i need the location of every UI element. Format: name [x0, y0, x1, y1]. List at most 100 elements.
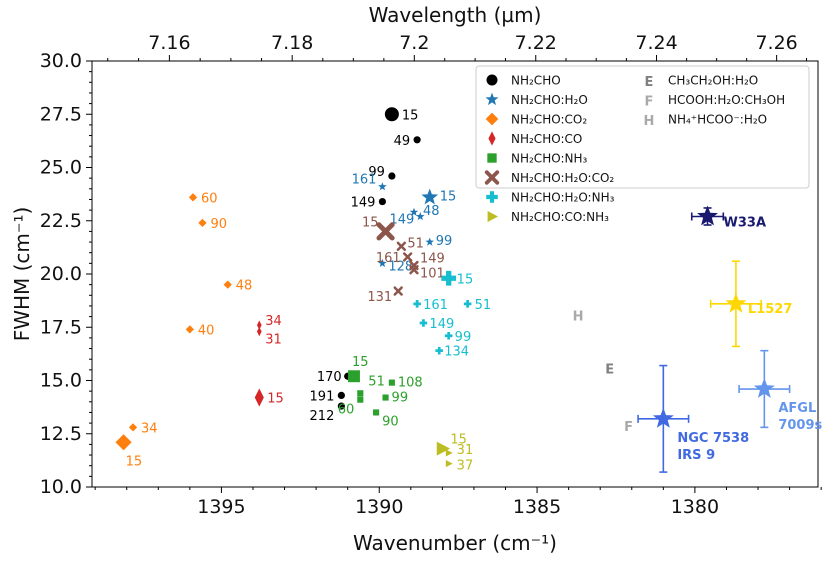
- point-label: 149: [429, 317, 454, 332]
- point-label: 15: [352, 355, 369, 370]
- data-point: [188, 193, 198, 202]
- data-point: [396, 241, 407, 251]
- y-tick-label: 27.5: [40, 103, 82, 125]
- data-point: [388, 379, 395, 386]
- point-label: 15: [402, 108, 419, 123]
- point-label: 15: [440, 189, 457, 204]
- observation-0: W33A: [690, 205, 767, 230]
- series-3: 34 31 15: [254, 314, 284, 407]
- x-tick-label: 1395: [197, 496, 245, 518]
- data-point: [348, 370, 360, 383]
- point-label: 161: [423, 298, 448, 313]
- data-point: [382, 394, 389, 401]
- data-point: [388, 172, 396, 180]
- observation-2: NGC 7538 IRS 9: [637, 364, 749, 473]
- data-point: [378, 258, 387, 267]
- data-point-stroke: [409, 265, 419, 275]
- point-label: 34: [265, 314, 282, 329]
- point-label: 134: [444, 345, 469, 360]
- legend-item: E CH₃CH₂OH:H₂O: [645, 74, 759, 91]
- data-point: [256, 320, 262, 330]
- y-tick-label: 20.0: [40, 263, 82, 285]
- point-label: 48: [423, 204, 440, 219]
- data-point: [441, 270, 457, 286]
- x-tick-label: 1380: [671, 496, 719, 518]
- observation-label: NGC 7538 IRS 9: [677, 431, 749, 463]
- observation-label: W33A: [724, 215, 767, 230]
- data-point: [416, 212, 425, 221]
- data-point: [373, 409, 380, 416]
- data-point: [445, 459, 453, 468]
- legend-item: NH₂CHO:CO:NH₃: [487, 210, 609, 224]
- legend-label: NH₄⁺HCOO⁻:H₂O: [668, 113, 767, 127]
- series-0: 15 49 99 149 170 191 212: [310, 107, 421, 424]
- data-point: [198, 218, 207, 228]
- point-label: 34: [141, 421, 158, 436]
- data-point: [444, 331, 453, 340]
- data-point: [413, 300, 421, 308]
- observation-star: [652, 407, 674, 428]
- data-point-stroke: [402, 252, 413, 262]
- top-tick-label: 7.22: [515, 32, 557, 54]
- point-label: 191: [310, 389, 335, 404]
- legend-label: NH₂CHO:CO₂: [511, 113, 587, 127]
- point-label: 131: [367, 290, 392, 305]
- point-label: 15: [362, 215, 379, 230]
- legend-marker-stroke: [484, 170, 500, 185]
- data-point-stroke: [376, 222, 395, 241]
- data-point: [357, 390, 364, 397]
- data-point: [337, 402, 345, 410]
- point-label: 51: [475, 298, 492, 313]
- point-label: 90: [210, 217, 227, 232]
- data-point: [402, 252, 413, 262]
- observation-label-line: 7009s: [778, 418, 822, 433]
- point-label: 60: [338, 403, 355, 418]
- legend-item: H NH₄⁺HCOO⁻:H₂O: [644, 113, 768, 130]
- point-label: 99: [392, 391, 409, 406]
- legend-item: F HCOOH:H₂O:CH₃OH: [645, 93, 786, 110]
- data-point: [256, 326, 262, 337]
- legend-label: CH₃CH₂OH:H₂O: [668, 74, 758, 88]
- observation-1: L1527: [709, 260, 792, 348]
- observation-label-line: IRS 9: [677, 448, 715, 463]
- data-point: [413, 136, 421, 144]
- legend-item: NH₂CHO:NH₃: [487, 152, 587, 166]
- point-label: 15: [126, 454, 143, 469]
- point-label: 161: [376, 251, 401, 266]
- legend-letter-marker: H: [644, 114, 655, 129]
- legend-marker: [486, 191, 498, 203]
- x-axis-title: Wavenumber (cm⁻¹): [353, 531, 557, 555]
- top-tick-label: 7.2: [399, 32, 429, 54]
- legend-label: HCOOH:H₂O:CH₃OH: [668, 93, 785, 107]
- legend-marker: [488, 131, 496, 146]
- x-tick-label: 1385: [513, 496, 561, 518]
- observation-label: AFGL 7009s: [778, 401, 822, 433]
- letter-marker: F: [624, 420, 633, 435]
- observation-label-line: L1527: [748, 302, 792, 317]
- y-tick-label: 17.5: [40, 316, 82, 338]
- point-label: 15: [267, 392, 284, 407]
- legend-item: NH₂CHO: [486, 74, 561, 88]
- y-tick-label: 22.5: [40, 210, 82, 232]
- data-point: [378, 182, 387, 191]
- data-point: [425, 237, 434, 246]
- observation-3: AFGL 7009s: [738, 349, 823, 433]
- top-tick-label: 7.18: [271, 32, 313, 54]
- point-label: 40: [198, 323, 215, 338]
- series-2: 60 90 48 40 34 15: [115, 191, 252, 469]
- legend-letter-marker: F: [645, 95, 654, 110]
- point-label: 99: [368, 165, 385, 180]
- point-label: 31: [457, 443, 474, 458]
- legend-marker: [487, 211, 499, 222]
- letter-marker: H: [573, 309, 584, 324]
- top-axis-title: Wavelength (µm): [369, 3, 542, 27]
- data-marks: 1549991491701912121611548149991286090484…: [115, 107, 823, 474]
- y-axis-title: FWHM (cm⁻¹): [10, 207, 34, 342]
- data-point: [463, 300, 472, 308]
- point-label: 99: [436, 234, 453, 249]
- series-4: 15 108 51 99 90 60: [338, 355, 423, 429]
- data-point: [128, 423, 138, 432]
- point-label: 128: [388, 259, 413, 274]
